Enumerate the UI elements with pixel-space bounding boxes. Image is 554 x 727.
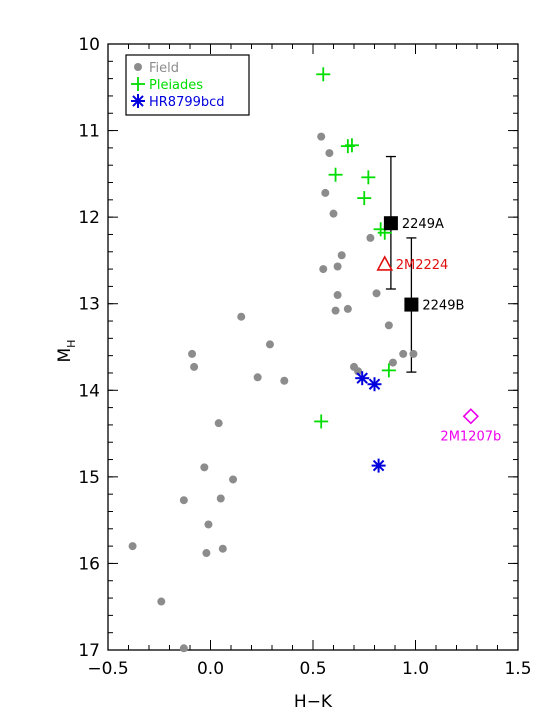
data-point-field — [333, 262, 342, 271]
data-point-field — [343, 304, 352, 313]
y-tick-label: 11 — [78, 122, 100, 142]
x-tick-label: −0.5 — [87, 659, 128, 679]
axis-ticks — [107, 43, 519, 651]
plot-frame — [107, 43, 519, 651]
data-point-hr8799bcd — [367, 377, 382, 392]
y-tick-label: 10 — [78, 35, 100, 55]
legend-label: HR8799bcd — [149, 95, 225, 110]
data-point-field — [280, 376, 289, 385]
data-point-field — [200, 463, 209, 472]
svg-text:MH: MH — [55, 340, 78, 363]
data-marks — [128, 67, 479, 653]
data-point-field — [399, 349, 408, 358]
data-point-2m1207b — [462, 408, 479, 425]
data-point-field — [329, 209, 338, 218]
data-point-field — [354, 367, 363, 376]
legend-marker — [131, 94, 145, 108]
x-tick-label: 0.0 — [197, 659, 224, 679]
data-point-field — [317, 132, 326, 141]
point-label-2m1207b: 2M1207b — [440, 429, 501, 444]
y-tick-label: 13 — [78, 295, 100, 315]
data-point-field — [321, 188, 330, 197]
data-point-field — [384, 321, 393, 330]
data-point-field — [204, 520, 213, 529]
data-point-field — [325, 149, 334, 158]
data-point-hr8799bcd — [355, 371, 370, 386]
data-point-2249b — [404, 297, 419, 312]
data-point-field — [388, 358, 397, 367]
data-point-field — [128, 542, 137, 551]
point-annotations: 2249A 2249B 2M2224 2M1207b — [396, 217, 502, 444]
data-point-hr8799bcd — [371, 458, 386, 473]
data-point-field — [331, 306, 340, 315]
x-tick-label: 0.5 — [299, 659, 326, 679]
point-label-2249a: 2249A — [402, 217, 444, 232]
data-point-field — [253, 373, 262, 382]
data-point-field — [409, 349, 418, 358]
data-point-field — [157, 597, 166, 606]
y-tick-label: 15 — [78, 468, 100, 488]
y-tick-label: 12 — [78, 208, 100, 228]
data-point-field — [333, 291, 342, 300]
data-point-field — [218, 544, 227, 553]
data-point-pleiades — [381, 363, 396, 378]
data-point-pleiades — [361, 170, 376, 185]
legend-marker — [134, 63, 142, 71]
point-label-2249b: 2249B — [422, 299, 464, 314]
data-point-field — [216, 494, 225, 503]
x-tick-label: 1.5 — [504, 659, 531, 679]
y-axis-label: MH — [55, 340, 78, 363]
data-point-pleiades — [357, 191, 372, 206]
data-point-pleiades — [316, 67, 331, 82]
data-point-field — [179, 496, 188, 505]
data-point-field — [372, 289, 381, 298]
x-tick-label: 1.0 — [402, 659, 429, 679]
data-point-field — [337, 251, 346, 260]
point-label-2m2224: 2M2224 — [396, 258, 449, 273]
legend-marker — [131, 77, 145, 91]
data-point-field — [188, 349, 197, 358]
y-axis-label-sub: H — [65, 340, 78, 348]
legend-label: Pleiades — [149, 78, 203, 93]
data-point-pleiades — [328, 167, 343, 182]
data-point-field — [366, 233, 375, 242]
data-point-field — [202, 549, 211, 558]
data-point-field — [265, 340, 274, 349]
legend: Field Pleiades HR8799bcd — [125, 54, 250, 116]
data-point-field — [190, 362, 199, 371]
data-point-field — [319, 265, 328, 274]
data-point-2m2224 — [376, 255, 394, 271]
data-point-2249a — [383, 216, 398, 231]
data-point-pleiades — [314, 414, 329, 429]
data-point-field — [229, 475, 238, 484]
x-axis-label: H−K — [294, 692, 333, 712]
data-point-pleiades — [344, 138, 359, 153]
axis-tick-labels: −0.5 0.0 0.5 1.0 1.5 10 11 12 13 14 15 16 17 — [78, 35, 531, 679]
y-tick-label: 16 — [78, 554, 100, 574]
y-tick-label: 14 — [78, 381, 100, 401]
legend-box — [125, 54, 250, 116]
data-point-field — [214, 419, 223, 428]
y-axis-label-main: M — [55, 348, 75, 363]
y-tick-label: 17 — [78, 641, 100, 661]
data-point-field — [179, 644, 188, 653]
legend-label: Field — [149, 61, 179, 76]
data-point-field — [237, 312, 246, 321]
